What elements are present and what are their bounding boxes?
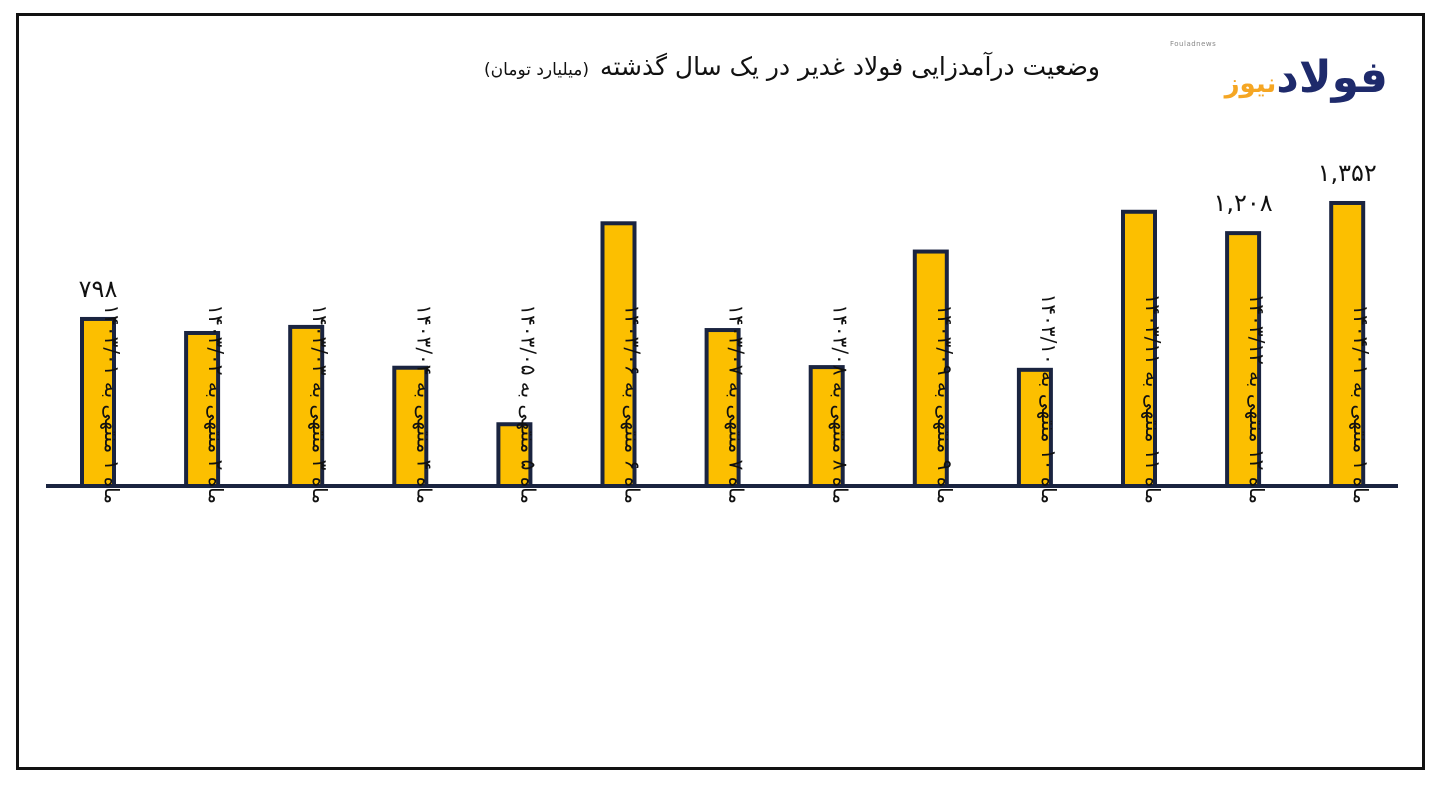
bar-7 [704, 328, 741, 488]
x-tick-label-3: ماه ۳ منتهی به ۱۴۰۳/۰۳ [308, 304, 332, 504]
x-tick-label-5: ماه ۵ منتهی به ۱۴۰۳/۰۵ [516, 304, 540, 504]
data-label-12: ۱,۲۰۸ [1213, 189, 1272, 217]
chart-title: وضعیت درآمدزایی فولاد غدیر در یک سال گذش… [600, 52, 1100, 81]
chart-title-block: وضعیت درآمدزایی فولاد غدیر در یک سال گذش… [300, 52, 1100, 81]
chart-frame [16, 13, 1425, 770]
chart-unit: (میلیارد تومان) [484, 60, 589, 80]
bar-2 [184, 330, 221, 488]
x-tick-label-12: ماه ۱۲ منتهی به ۱۴۰۳/۱۲ [1245, 294, 1269, 504]
x-tick-labels: ماه ۱ منتهی به ۱۴۰۳/۰۱ ماه ۲ منتهی به ۱۴۰… [100, 294, 1373, 504]
x-tick-label-13: ماه ۱ منتهی به ۱۴۰۴/۰۱ [1349, 304, 1373, 504]
foulad-news-logo: Fouladnews فولادنیوز [1160, 40, 1400, 120]
x-tick-label-2: ماه ۲ منتهی به ۱۴۰۳/۰۲ [204, 304, 228, 504]
logo-accent-text: نیوز [1224, 69, 1277, 99]
data-labels: ۷۹۸ ۱,۲۰۸ ۱,۳۵۲ [79, 159, 1377, 303]
logo-word: فولادنیوز [1223, 52, 1388, 103]
bar-5 [496, 422, 533, 489]
x-tick-label-6: ماه ۶ منتهی به ۱۴۰۳/۰۶ [621, 304, 645, 504]
data-label-13: ۱,۳۵۲ [1318, 159, 1377, 187]
bar-6 [600, 221, 637, 489]
x-tick-label-7: ماه ۷ منتهی به ۱۴۰۳/۰۷ [725, 304, 749, 504]
x-tick-label-11: ماه ۱۱ منتهی به ۱۴۰۳/۱۱ [1141, 294, 1165, 504]
x-tick-label-1: ماه ۱ منتهی به ۱۴۰۳/۰۱ [100, 304, 124, 504]
bar-13 [1329, 200, 1366, 489]
data-label-1: ۷۹۸ [79, 275, 118, 303]
logo-main-text: فولاد [1276, 52, 1388, 103]
bars-group [80, 200, 1366, 489]
logo-small-text: Fouladnews [1170, 40, 1217, 48]
x-tick-label-8: ماه ۸ منتهی به ۱۴۰۳/۰۸ [829, 304, 853, 504]
x-tick-label-10: ماه ۱۰ منتهی به ۱۴۰۳/۱۰ [1037, 294, 1061, 504]
bar-9 [912, 249, 949, 488]
bar-3 [288, 324, 325, 489]
x-tick-label-9: ماه ۹ منتهی به ۱۴۰۳/۰۹ [933, 304, 957, 504]
x-tick-label-4: ماه ۴ منتهی به ۱۴۰۳/۰۴ [412, 304, 436, 504]
